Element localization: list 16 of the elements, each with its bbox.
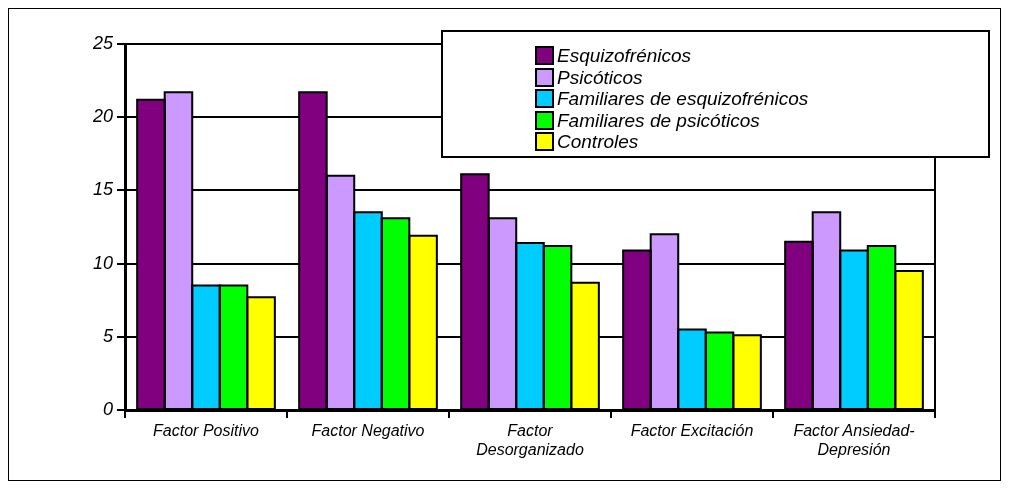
legend-label: Psicóticos — [557, 66, 643, 88]
y-tick-label: 20 — [91, 106, 113, 127]
legend-label: Esquizofrénicos — [557, 45, 692, 67]
legend-label: Familiares de esquizofrénicos — [557, 88, 809, 110]
y-tick-label: 10 — [92, 252, 113, 273]
legend-label: Familiares de psicóticos — [557, 109, 760, 131]
legend-label: Controles — [557, 131, 639, 153]
y-tick-label: 5 — [102, 325, 114, 346]
x-tick-label: Factor Ansiedad-Depresión — [793, 422, 915, 459]
y-tick-label: 15 — [92, 179, 114, 200]
x-tick-label: Factor Excitación — [630, 422, 754, 440]
y-tick-label: 25 — [91, 33, 114, 53]
x-tick-label: Factor Desorganizado — [476, 422, 584, 459]
x-tick-label: Factor Negativo — [311, 422, 425, 440]
x-tick-label: Factor Positivo — [153, 422, 260, 440]
y-tick-label: 0 — [102, 399, 113, 419]
